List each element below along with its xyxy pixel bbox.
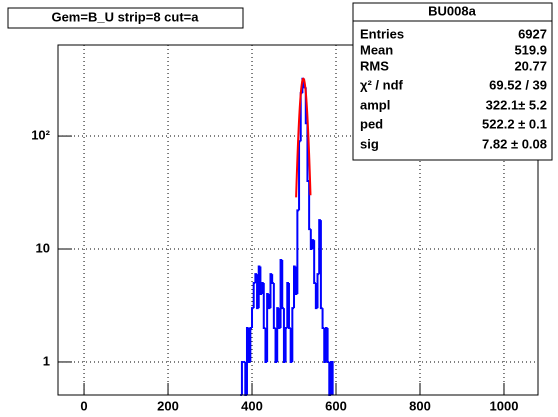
x-tick-label: 600 bbox=[325, 398, 347, 413]
stats-value: 519.9 bbox=[514, 42, 547, 57]
stats-label: ampl bbox=[360, 97, 390, 112]
stats-value: 69.52 / 39 bbox=[489, 77, 547, 92]
histogram-bin bbox=[321, 308, 325, 329]
histogram-bin bbox=[306, 123, 310, 183]
title-box bbox=[7, 7, 244, 29]
histogram-bin bbox=[276, 307, 279, 362]
x-tick-label: 200 bbox=[157, 398, 179, 413]
histogram-bin bbox=[264, 327, 268, 363]
stats-value: 322.1± 5.2 bbox=[486, 97, 547, 112]
histogram-bin bbox=[318, 219, 321, 275]
x-tick-label: 0 bbox=[80, 398, 87, 413]
histogram-bin bbox=[274, 327, 278, 363]
stats-box bbox=[352, 2, 553, 161]
x-tick-label: 400 bbox=[241, 398, 263, 413]
stats-label: χ² / ndf bbox=[360, 77, 404, 92]
histogram-bin bbox=[252, 282, 256, 309]
histogram-bin bbox=[262, 283, 266, 329]
stats-value: 20.77 bbox=[514, 58, 547, 73]
histogram-bin bbox=[272, 283, 276, 329]
x-tick-label: 800 bbox=[409, 398, 431, 413]
stats-label: sig bbox=[360, 136, 379, 151]
histogram-bin bbox=[294, 266, 298, 295]
fit-curve bbox=[295, 77, 312, 198]
histogram-bin bbox=[289, 327, 293, 363]
histogram-bin bbox=[247, 327, 251, 363]
x-tick-label: 1000 bbox=[490, 398, 519, 413]
histogram-bin bbox=[316, 273, 320, 309]
histogram-bin bbox=[240, 360, 244, 395]
stats-label: RMS bbox=[360, 58, 389, 73]
histogram-bin bbox=[311, 239, 315, 250]
histogram-bin bbox=[281, 259, 284, 310]
stats-value: 6927 bbox=[518, 26, 547, 41]
stats-name: BU008a bbox=[428, 3, 476, 18]
stats-label: Mean bbox=[360, 42, 393, 57]
histogram-bin bbox=[324, 326, 328, 362]
histogram-bin bbox=[245, 326, 249, 395]
stats-label: ped bbox=[360, 116, 383, 131]
plot-frame bbox=[57, 44, 539, 396]
histogram-bin bbox=[319, 220, 323, 310]
y-tick-label: 10 bbox=[36, 240, 50, 255]
histogram-bin bbox=[287, 283, 291, 329]
histogram-bin bbox=[323, 327, 326, 363]
histogram-bin bbox=[329, 360, 334, 395]
histogram-bin bbox=[282, 308, 286, 363]
chart-title: Gem=B_U strip=8 cut=a bbox=[51, 9, 199, 24]
stats-value: 7.82 ± 0.08 bbox=[482, 136, 547, 151]
y-tick-label: 10² bbox=[31, 127, 50, 142]
histogram-bin bbox=[279, 258, 283, 328]
stats-label: Entries bbox=[360, 26, 404, 41]
stats-value: 522.2 ± 0.1 bbox=[482, 116, 547, 131]
y-tick-label: 1 bbox=[43, 353, 50, 368]
histogram-bin bbox=[259, 266, 263, 295]
